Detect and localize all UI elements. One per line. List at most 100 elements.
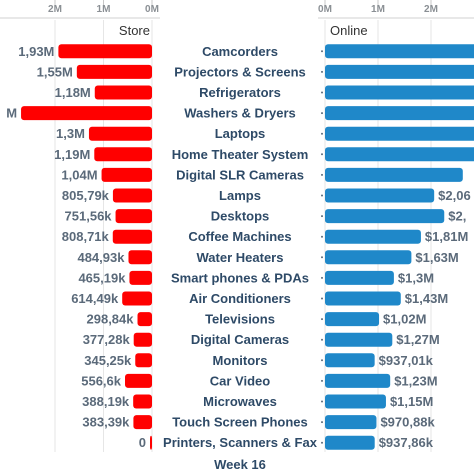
category-label: Smart phones & PDAs [171,270,309,285]
online-value-label: $2,06 [438,188,471,203]
category-label: Desktops [211,209,270,224]
store-value-label: 556,6k [81,373,122,388]
store-bar [128,250,152,265]
category-label: Digital Cameras [191,332,289,347]
store-bar [133,332,152,347]
online-zero-dot [321,91,323,94]
online-zero-dot [321,132,323,135]
online-zero-dot [321,70,323,73]
online-value-label: $1,23M [394,373,437,388]
category-label: Projectors & Screens [174,64,306,79]
store-bar [125,373,152,388]
online-value-label: $1,3M [398,270,434,285]
online-zero-dot [321,194,323,197]
online-bar [325,291,401,306]
left-tick-label: 1M [97,4,111,15]
store-value-label: M [6,106,17,121]
online-bar [325,312,380,327]
right-tick-label: 1M [371,4,385,15]
online-value-label: $1,27M [396,332,439,347]
online-bar [325,332,393,347]
online-zero-dot [321,338,323,341]
online-zero-dot [321,400,323,403]
online-bar [325,270,394,285]
online-bar [325,126,474,141]
left-tick-label: 0M [145,4,159,15]
online-value-label: $1,63M [415,250,458,265]
online-bar [325,353,375,368]
category-label: Touch Screen Phones [172,415,308,430]
online-value-label: $970,88k [380,415,435,430]
online-zero-dot [321,359,323,362]
online-bar [325,415,377,430]
store-bar [150,435,152,450]
store-bar [112,188,152,203]
store-bar [133,394,152,409]
left-tick-label: 2M [48,4,62,15]
online-value-label: $2, [448,209,466,224]
store-bar [135,353,152,368]
store-bar [76,64,152,79]
online-zero-dot [321,276,323,279]
online-bar [325,209,445,224]
store-value-label: 1,93M [18,44,54,59]
category-label: Camcorders [202,44,278,59]
store-value-label: 0 [139,435,146,450]
store-bar [21,106,152,121]
online-bar [325,167,463,182]
online-bar [325,106,474,121]
labels: Camcorders 1,93M Projectors & Screens 1,55M… [6,44,471,450]
store-bar [133,415,152,430]
store-value-label: 484,93k [77,250,125,265]
category-label: Coffee Machines [188,229,291,244]
category-label: Refrigerators [199,85,281,100]
category-label: Digital SLR Cameras [176,167,304,182]
store-bar [115,209,152,224]
online-zero-dot [321,318,323,321]
store-value-label: 377,28k [83,332,131,347]
store-value-label: 1,55M [37,64,73,79]
online-zero-dot [321,256,323,259]
online-zero-dot [321,235,323,238]
online-bar [325,64,474,79]
online-value-label: $1,43M [405,291,448,306]
online-bar [325,250,412,265]
store-bar [112,229,152,244]
store-bar [122,291,152,306]
store-value-label: 1,18M [55,85,91,100]
online-bar [325,85,474,100]
online-zero-dot [321,215,323,218]
store-value-label: 808,71k [62,229,110,244]
online-header: Online [330,23,368,38]
axes: 2M 1M 0M 0M 1M 2M [0,0,474,19]
category-label: Washers & Dryers [184,106,296,121]
category-label: Home Theater System [172,147,309,162]
online-zero-dot [321,441,323,444]
online-value-label: $937,86k [379,435,434,450]
online-zero-dot [321,379,323,382]
store-value-label: 751,56k [65,209,113,224]
category-label: Water Heaters [197,250,284,265]
bars [21,44,474,450]
store-value-label: 805,79k [62,188,110,203]
dimension-footer: Week 16 [214,457,266,472]
store-value-label: 1,19M [54,147,90,162]
category-label: Printers, Scanners & Fax [163,435,318,450]
online-bar [325,229,421,244]
online-zero-dot [321,421,323,424]
online-bar [325,44,474,59]
store-bar [129,270,152,285]
online-value-label: $1,81M [425,229,468,244]
online-bar [325,147,474,162]
online-bar [325,394,386,409]
online-zero-dot [321,50,323,53]
store-bar [101,167,152,182]
store-value-label: 298,84k [87,312,135,327]
online-bar [325,373,391,388]
category-label: Car Video [210,373,271,388]
online-zero-dot [321,112,323,115]
store-bar [88,126,152,141]
store-value-label: 614,49k [71,291,119,306]
category-label: Televisions [205,312,275,327]
